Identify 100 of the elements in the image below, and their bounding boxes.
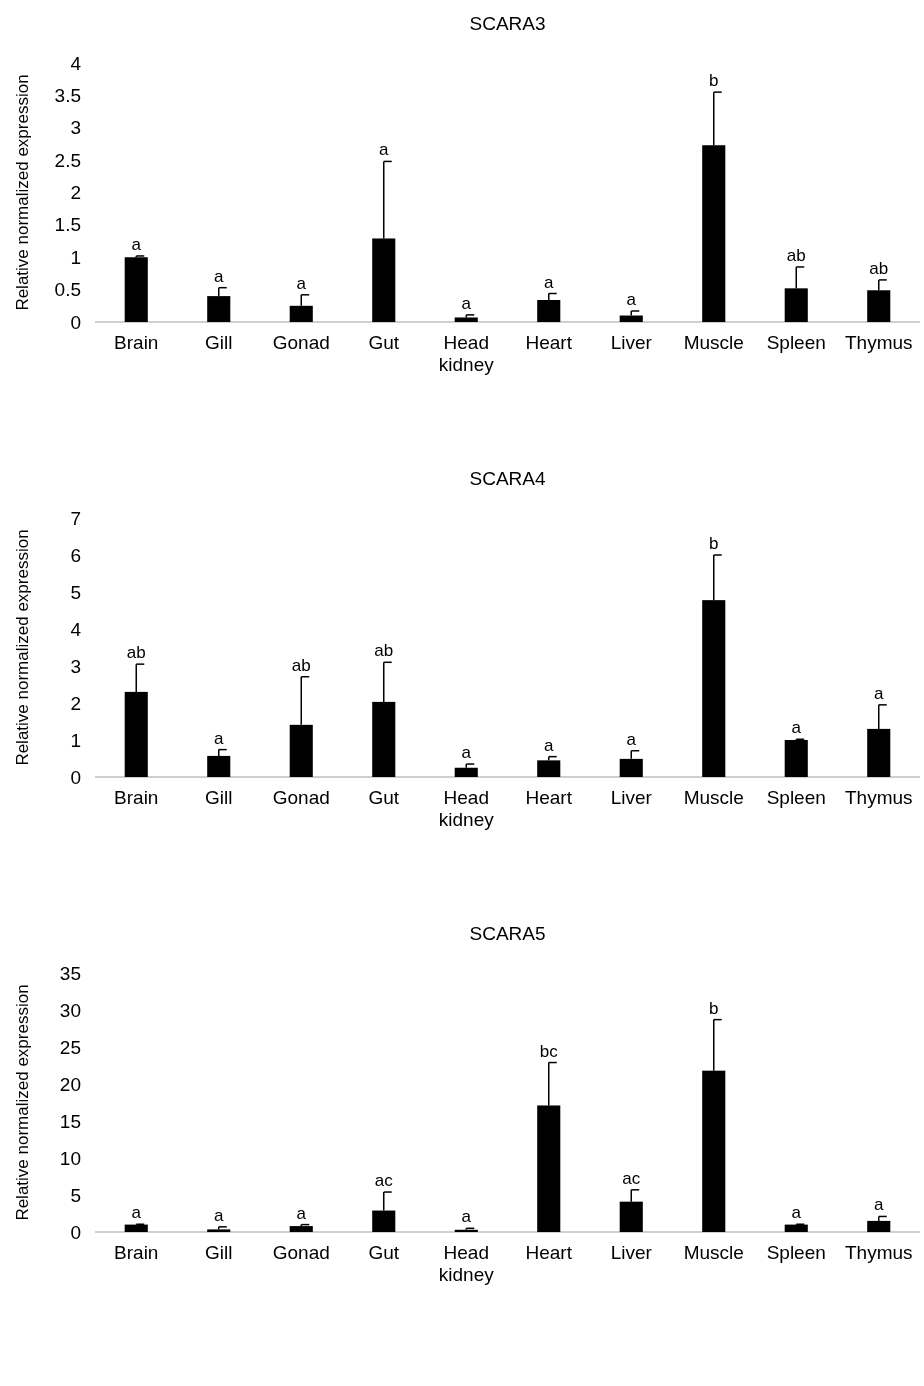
x-tick-label: Muscle (683, 787, 744, 808)
x-tick-label: Gut (368, 1242, 400, 1263)
y-tick-label: 15 (59, 1110, 81, 1132)
x-tick-label: Liver (610, 332, 653, 353)
bar (124, 1224, 148, 1232)
bar (619, 315, 643, 322)
bar (454, 317, 478, 322)
y-axis-title: Relative normalized expression (13, 984, 32, 1221)
y-tick-label: 3 (70, 655, 81, 677)
x-tick-label: Head kidney (438, 1242, 495, 1285)
x-tick-label: Gut (368, 332, 400, 353)
annotation: a (131, 1203, 142, 1223)
bar (537, 760, 561, 777)
bar (207, 1229, 231, 1232)
annotation: ab (126, 643, 146, 663)
annotation: a (874, 683, 885, 703)
x-tick-label: Muscle (683, 1242, 744, 1263)
annotation: ab (374, 641, 394, 661)
chart-title: SCARA4 (469, 468, 546, 489)
annotation: a (626, 729, 637, 749)
annotation: b (709, 534, 719, 553)
annotation: a (626, 289, 637, 309)
y-tick-label: 10 (59, 1147, 81, 1169)
x-tick-label: Heart (525, 787, 573, 808)
annotation: ac (622, 1168, 641, 1188)
x-tick-label: Liver (610, 787, 653, 808)
bar (784, 1224, 808, 1232)
bar (124, 257, 148, 322)
x-tick-label: Gut (368, 787, 400, 808)
y-tick-label: 7 (70, 507, 81, 529)
annotation: ab (291, 655, 311, 675)
y-tick-label: 5 (70, 1184, 81, 1206)
y-tick-label: 0.5 (54, 279, 81, 301)
x-tick-label: Heart (525, 1242, 573, 1263)
y-tick-label: 6 (70, 544, 81, 566)
x-tick-label: Thymus (844, 787, 913, 808)
x-tick-label: Gonad (272, 1242, 330, 1263)
x-tick-label: Gill (205, 787, 233, 808)
annotation: bc (539, 1041, 559, 1061)
bar (784, 740, 808, 777)
x-tick-label: Head kidney (438, 332, 495, 375)
x-tick-label: Thymus (844, 332, 913, 353)
y-tick-label: 2 (70, 692, 81, 714)
annotation: a (461, 1207, 472, 1227)
y-tick-label: 0 (70, 311, 81, 333)
annotation: ac (374, 1171, 394, 1191)
y-tick-label: 1.5 (54, 214, 81, 236)
y-tick-label: 0 (70, 1221, 81, 1243)
y-tick-label: 0 (70, 766, 81, 788)
annotation: a (296, 1203, 307, 1223)
annotation: a (379, 140, 390, 160)
x-tick-label: Gill (205, 332, 233, 353)
annotation: b (709, 998, 719, 1018)
bar (867, 1220, 891, 1232)
bar (454, 1229, 478, 1232)
x-tick-label: Spleen (766, 1242, 826, 1263)
chart-title: SCARA5 (469, 923, 546, 944)
annotation: a (544, 272, 555, 292)
y-tick-label: 3.5 (54, 84, 81, 106)
annotation: a (461, 293, 472, 313)
annotation: a (214, 266, 225, 286)
x-tick-label: Gonad (272, 787, 330, 808)
annotation: ab (786, 245, 806, 265)
x-tick-label: Gill (205, 1242, 233, 1263)
annotation: a (461, 743, 472, 763)
y-tick-label: 1 (70, 246, 81, 268)
y-tick-label: 4 (70, 618, 82, 640)
annotation: a (131, 234, 142, 254)
y-tick-label: 30 (59, 999, 81, 1021)
y-tick-label: 2 (70, 182, 81, 204)
bar (289, 1226, 313, 1232)
y-tick-label: 3 (70, 117, 81, 139)
x-tick-label: Brain (114, 1242, 159, 1263)
y-tick-label: 35 (59, 962, 81, 984)
annotation: a (791, 1203, 802, 1223)
y-tick-label: 1 (70, 729, 81, 751)
x-tick-label: Gonad (272, 332, 330, 353)
x-tick-label: Brain (114, 332, 159, 353)
y-tick-label: 2.5 (54, 149, 81, 171)
x-tick-label: Head kidney (438, 787, 495, 830)
x-tick-label: Heart (525, 332, 573, 353)
x-tick-label: Thymus (844, 1242, 913, 1263)
x-tick-label: Spleen (766, 332, 826, 353)
annotation: a (791, 718, 802, 738)
annotation: a (296, 273, 307, 293)
chart-title: SCARA3 (469, 13, 546, 34)
bar (454, 767, 478, 777)
y-tick-label: 5 (70, 581, 81, 603)
y-tick-label: 20 (59, 1073, 81, 1095)
x-tick-label: Spleen (766, 787, 826, 808)
annotation: b (709, 71, 719, 91)
annotation: a (214, 1205, 225, 1225)
x-tick-label: Brain (114, 787, 159, 808)
x-tick-label: Liver (610, 1242, 653, 1263)
annotation: ab (869, 258, 889, 278)
y-tick-label: 25 (59, 1036, 81, 1058)
y-tick-label: 4 (70, 52, 82, 74)
annotation: a (874, 1195, 885, 1215)
x-tick-label: Muscle (683, 332, 744, 353)
y-axis-title: Relative normalized expression (13, 529, 32, 766)
